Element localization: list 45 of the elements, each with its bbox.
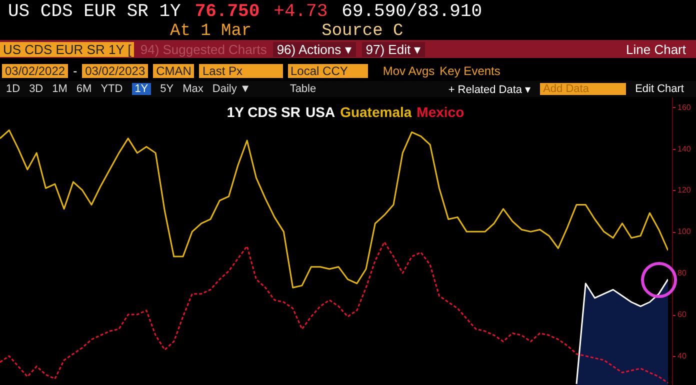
text: 76.750 (194, 2, 260, 22)
text: US CDS EUR SR 1Y (8, 2, 181, 22)
y-tick-label: 60 (678, 310, 687, 320)
text: 1D (6, 83, 20, 95)
series-label: Guatemala (340, 104, 412, 120)
text: At 1 Mar (170, 22, 252, 40)
text: Local CCY (288, 64, 368, 78)
text: Line Chart (626, 42, 687, 56)
line-series (0, 129, 668, 288)
text: 97) Edit ▾ (362, 42, 426, 56)
y-tick-label: 120 (678, 186, 692, 195)
y-tick-label: 100 (678, 227, 692, 236)
line-series (0, 241, 668, 384)
text: +4.73 (274, 2, 328, 22)
text: - (73, 64, 78, 78)
text: Mov Avgs (382, 64, 435, 78)
y-tick-label: 40 (678, 351, 687, 360)
text: 3D (29, 83, 44, 95)
text: 94) Suggested Charts (140, 42, 267, 56)
text: 6M (76, 83, 92, 95)
y-tick-label: 140 (678, 144, 692, 154)
text: USA (306, 104, 336, 120)
text: YTD (100, 83, 123, 95)
text: 96) Actions ▾ (272, 42, 356, 56)
text: Add Data (540, 83, 626, 95)
text: Max (182, 83, 204, 95)
text: Key Events (440, 64, 500, 78)
y-tick-label: 80 (678, 268, 687, 278)
text: CMAN (153, 64, 194, 78)
text: Last Px (199, 64, 282, 78)
text: 1Y CDS SR (226, 104, 301, 120)
text: Daily ▼ (212, 83, 251, 95)
text: US CDS EUR SR 1Y [ (0, 42, 134, 56)
text: 69.590/83.910 (342, 2, 482, 22)
text: + Related Data ▾ (448, 82, 532, 96)
text: 03/02/2022 (2, 64, 68, 78)
text: Edit Chart (635, 83, 685, 95)
text: 03/02/2023 (82, 64, 148, 78)
text: Table (290, 83, 316, 95)
source-note: Source C (322, 22, 404, 40)
y-tick-label: 160 (678, 102, 692, 112)
text: 1Y (132, 83, 152, 95)
text: Mexico (416, 104, 464, 120)
text: 1M (52, 83, 68, 95)
text: 5Y (160, 83, 174, 95)
